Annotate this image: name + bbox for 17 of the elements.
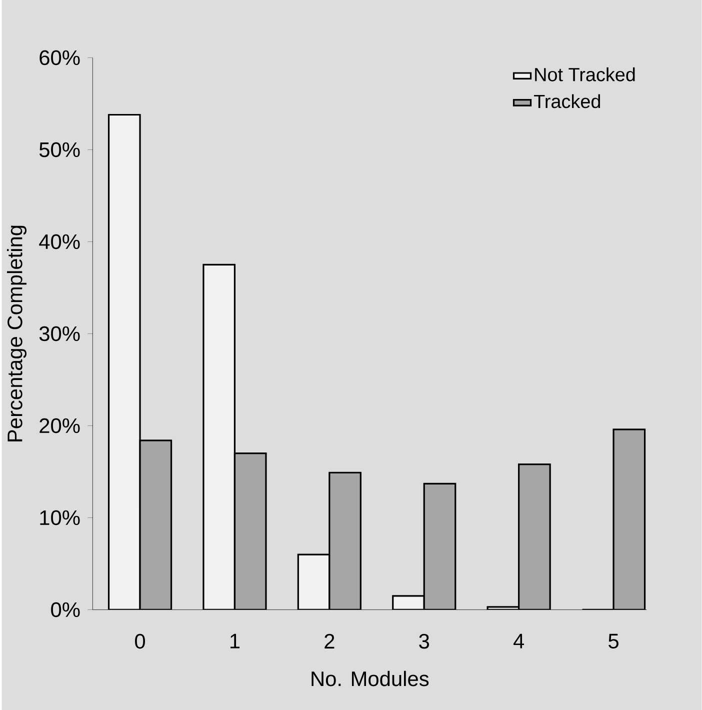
y-tick-label: 40% (39, 234, 80, 250)
x-axis-title: No. Modules (312, 670, 429, 686)
x-tick-label: 5 (608, 634, 619, 648)
y-tick-label: 60% (40, 50, 80, 66)
y-axis-title: Percentage Completing (7, 226, 27, 442)
x-tick-label: 2 (324, 634, 334, 648)
y-tick-label: 10% (40, 510, 80, 526)
x-tick-label: 1 (230, 634, 240, 648)
legend-label: Not Tracked (535, 67, 635, 82)
y-tick-label: 30% (40, 326, 80, 342)
y-tick-label: 0% (51, 602, 80, 618)
x-tick-label: 3 (419, 634, 430, 649)
x-tick-label: 4 (514, 634, 524, 648)
x-tick-label: 0 (135, 634, 146, 649)
y-tick-label: 50% (40, 142, 80, 158)
legend-label: Tracked (534, 94, 600, 108)
y-tick-label: 20% (40, 418, 80, 434)
